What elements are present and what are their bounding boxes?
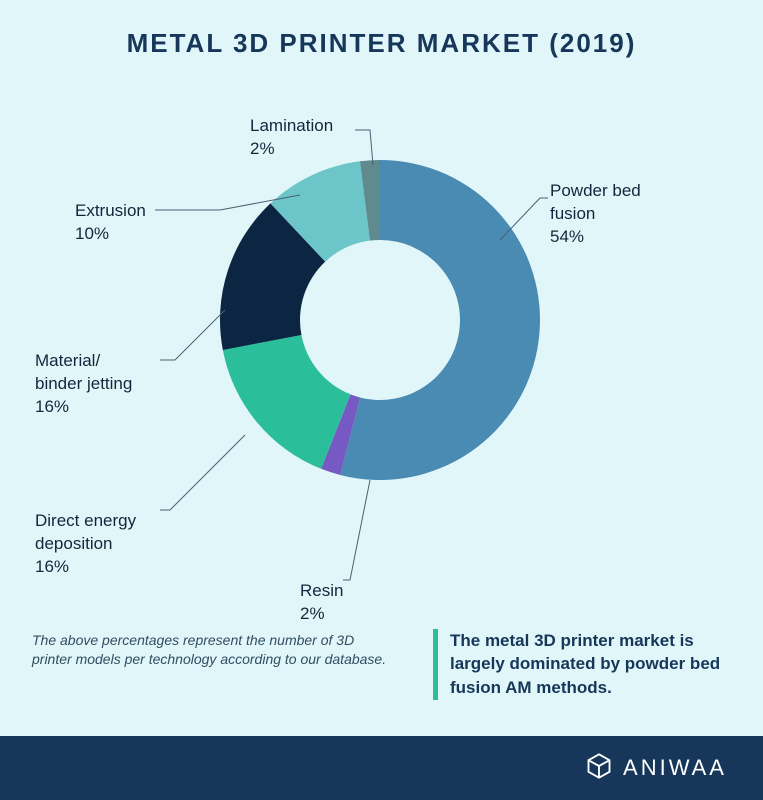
slice-label: Lamination2% [250, 115, 333, 161]
leader-line [160, 435, 245, 510]
leader-line [343, 480, 370, 580]
leader-line [355, 130, 373, 165]
slice-label: Resin2% [300, 580, 343, 626]
page-title: METAL 3D PRINTER MARKET (2019) [0, 0, 763, 59]
brand-name: ANIWAA [623, 755, 727, 781]
leader-line [160, 310, 225, 360]
footnote-text: The above percentages represent the numb… [32, 631, 392, 670]
brand-cube-icon [585, 752, 613, 785]
slice-label: Extrusion10% [75, 200, 146, 246]
slice-label: Material/binder jetting16% [35, 350, 132, 419]
callout-text: The metal 3D printer market is largely d… [450, 629, 733, 700]
slice-label: Direct energydeposition16% [35, 510, 136, 579]
slice-label: Powder bedfusion54% [550, 180, 641, 249]
callout: The metal 3D printer market is largely d… [433, 629, 733, 700]
brand-footer: ANIWAA [0, 736, 763, 800]
callout-accent-bar [433, 629, 438, 700]
